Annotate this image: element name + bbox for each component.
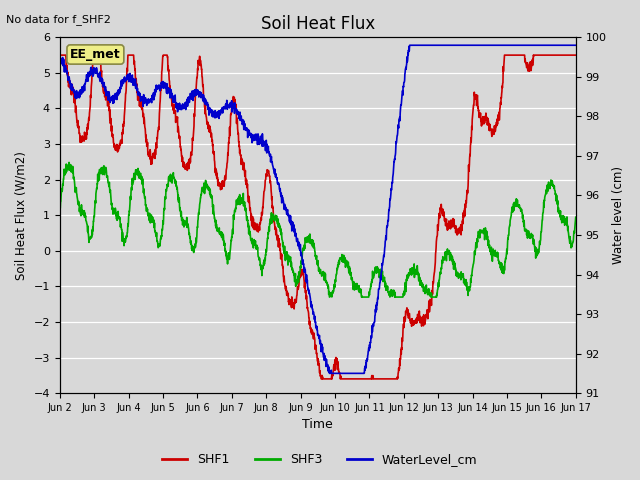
Line: SHF1: SHF1 [60,55,576,379]
SHF1 [307,325,314,331]
SHF3 [83,218,90,224]
WaterLevel_cm [293,237,301,242]
SHF3 [557,213,565,219]
SHF3 [65,159,73,165]
X-axis label: Time: Time [302,419,333,432]
SHF1 [572,52,580,58]
Legend: SHF1, SHF3, WaterLevel_cm: SHF1, SHF3, WaterLevel_cm [157,448,483,471]
SHF3 [463,279,470,285]
SHF3 [572,215,580,220]
WaterLevel_cm [326,371,333,376]
SHF1 [293,292,301,298]
SHF3 [307,238,315,244]
WaterLevel_cm [406,42,413,48]
SHF1 [83,132,90,137]
Y-axis label: Soil Heat Flux (W/m2): Soil Heat Flux (W/m2) [15,151,28,280]
WaterLevel_cm [463,42,470,48]
Line: WaterLevel_cm: WaterLevel_cm [60,45,576,373]
Y-axis label: Water level (cm): Water level (cm) [612,166,625,264]
SHF3 [56,209,63,215]
SHF1 [317,376,325,382]
WaterLevel_cm [307,299,314,305]
SHF3 [293,276,301,282]
WaterLevel_cm [557,42,565,48]
SHF3 [557,216,565,221]
SHF1 [557,52,564,58]
Title: Soil Heat Flux: Soil Heat Flux [260,15,375,33]
SHF3 [326,294,333,300]
Text: EE_met: EE_met [70,48,121,61]
WaterLevel_cm [572,42,580,48]
SHF1 [557,52,565,58]
WaterLevel_cm [83,78,90,84]
Line: SHF3: SHF3 [60,162,576,297]
WaterLevel_cm [56,57,63,63]
Text: No data for f_SHF2: No data for f_SHF2 [6,14,111,25]
SHF1 [463,200,470,206]
SHF1 [56,52,63,58]
WaterLevel_cm [557,42,565,48]
